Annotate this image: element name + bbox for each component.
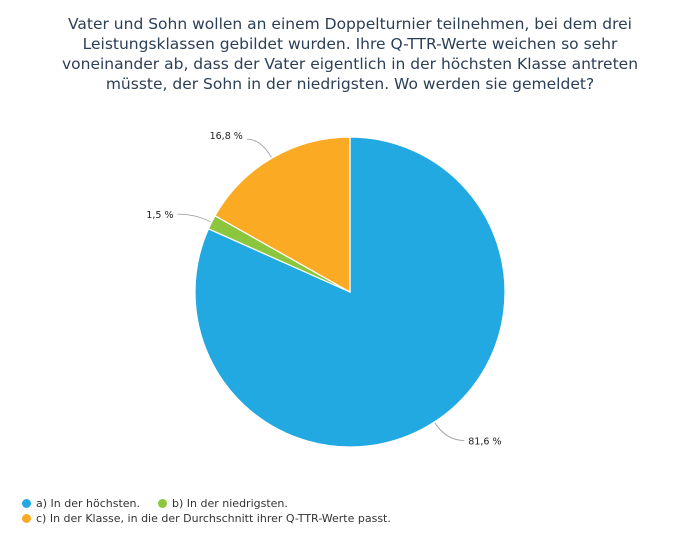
legend-row-1: a) In der höchsten. b) In der niedrigste…: [22, 496, 409, 511]
chart-title: Vater und Sohn wollen an einem Doppeltur…: [61, 15, 639, 93]
legend-label-b: b) In der niedrigsten.: [172, 497, 288, 510]
legend-marker-c: [22, 514, 31, 523]
legend-item-b: b) In der niedrigsten.: [158, 497, 288, 510]
legend: a) In der höchsten. b) In der niedrigste…: [22, 496, 409, 526]
pie-slice-c: [214, 136, 351, 294]
legend-marker-b: [158, 499, 168, 508]
legend-item-a: a) In der höchsten.: [22, 497, 140, 510]
data-label-a: 81,6 %: [468, 437, 501, 448]
legend-label-c: c) In der Klasse, in die der Durchschnit…: [36, 512, 391, 525]
data-label-b: 1,5 %: [146, 210, 173, 221]
leader-line-a: [434, 422, 465, 441]
leader-line-c: [246, 138, 272, 158]
legend-label-a: a) In der höchsten.: [36, 497, 141, 510]
legend-marker-a: [22, 499, 31, 508]
legend-row-2: c) In der Klasse, in die der Durchschnit…: [22, 511, 409, 526]
legend-item-c: c) In der Klasse, in die der Durchschnit…: [22, 512, 391, 525]
leader-line-b: [177, 213, 211, 223]
data-label-c: 16,8 %: [210, 131, 243, 142]
